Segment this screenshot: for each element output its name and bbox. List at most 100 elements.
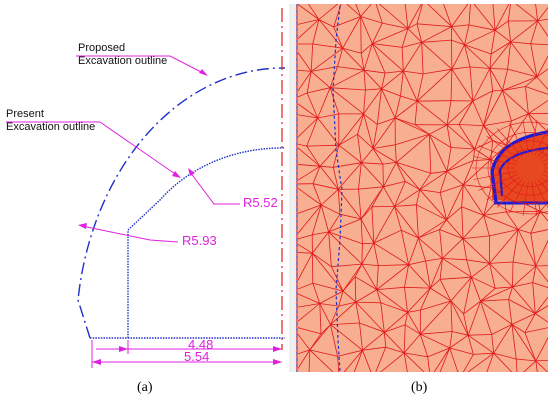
mesh-edge (421, 42, 453, 70)
mesh-edge (461, 206, 464, 239)
mesh-edge (508, 299, 513, 325)
mesh-edge (430, 170, 448, 174)
mesh-edge (483, 125, 507, 146)
mesh-edge (433, 347, 451, 372)
present-label-line2: Excavation outline (6, 121, 96, 133)
panel-b-caption: (b) (411, 380, 428, 395)
mesh-edge (359, 322, 385, 333)
mesh-edge (442, 258, 472, 278)
mesh-edge (363, 43, 373, 71)
mesh-edge (408, 237, 419, 265)
mesh-edge (318, 19, 344, 49)
mesh-edge (502, 90, 512, 122)
mesh-edge (363, 113, 378, 125)
mesh-edge (298, 204, 322, 214)
mesh-dense-edge (496, 179, 523, 208)
mesh-edge (429, 133, 452, 148)
mesh-edge (439, 184, 464, 193)
mesh-edge (469, 66, 490, 69)
mesh-edge (372, 43, 403, 48)
mesh-edge (421, 42, 424, 74)
mesh-edge (491, 324, 513, 335)
mesh-edge (363, 69, 386, 74)
mesh-edge (403, 352, 425, 372)
mesh-edge (451, 39, 465, 46)
mesh-edge (449, 334, 469, 349)
mesh-edge (353, 350, 363, 372)
mesh-edge (403, 324, 406, 353)
mesh-edge (378, 4, 409, 29)
mesh-edge (472, 100, 484, 126)
mesh-edge (429, 258, 443, 289)
mesh-edge (309, 324, 331, 351)
mesh-edge (420, 331, 453, 335)
mesh-edge (329, 69, 365, 89)
mesh-edge (329, 87, 364, 115)
mesh-edge (428, 134, 448, 172)
dimension-present-arrow-right (273, 346, 282, 352)
mesh-edge (512, 282, 533, 288)
mesh-dense-edge (531, 120, 538, 155)
mesh-edge (530, 43, 538, 77)
mesh-edge (312, 282, 344, 292)
mesh-edge (312, 283, 321, 304)
mesh-edge (298, 333, 311, 351)
mesh-edge (416, 68, 453, 102)
mesh-dense-ring (497, 140, 548, 196)
mesh-edge (394, 204, 417, 207)
mesh-edge (430, 287, 452, 302)
mesh-edge (489, 41, 511, 69)
mesh-edge (357, 134, 374, 149)
mesh-edge (446, 100, 452, 125)
mesh-edge (510, 20, 538, 43)
mesh-edge (512, 229, 519, 263)
mesh-edge (430, 279, 441, 289)
mesh-edge (385, 346, 405, 354)
mesh-edge (380, 302, 385, 333)
mesh-edge (361, 162, 383, 165)
mesh-edge (535, 359, 548, 362)
mesh-edge (309, 349, 334, 372)
mesh-edge (489, 229, 519, 264)
mesh-edge (414, 101, 418, 125)
mesh-edge (451, 44, 465, 70)
mesh-edge (312, 19, 320, 45)
mesh-edge (464, 24, 470, 45)
mesh-edge (394, 189, 421, 207)
mesh-edge (537, 6, 548, 22)
mesh-edge (408, 260, 426, 266)
mesh-edge (524, 313, 536, 333)
mesh-edge (381, 72, 386, 89)
mesh-edge (310, 71, 331, 89)
mesh-edge (451, 40, 453, 70)
mesh-edge (467, 334, 494, 354)
mesh-edge (372, 43, 404, 72)
mesh-edge (450, 69, 453, 101)
panel-b-mesh (289, 4, 548, 373)
mesh-edge (298, 103, 318, 119)
mesh-edge (306, 117, 319, 147)
mesh-edge (473, 148, 475, 161)
radius-present-label: R5.52 (243, 195, 278, 210)
mesh-edge (396, 162, 431, 174)
mesh-edge (404, 312, 408, 325)
mesh-edge (464, 44, 491, 69)
mesh-edge (466, 259, 472, 278)
mesh-edge (537, 20, 548, 37)
present-excavation-outline (127, 147, 286, 338)
mesh-edge (450, 147, 475, 150)
mesh-edge (473, 159, 491, 161)
mesh-edge (401, 47, 404, 72)
mesh-edge (354, 263, 363, 277)
mesh-edge (451, 66, 471, 70)
mesh-edge (376, 88, 382, 125)
mesh-edge (363, 89, 366, 114)
radius-present-leader (189, 171, 240, 205)
mesh-edge (400, 230, 409, 265)
mesh-edge (338, 144, 362, 164)
mesh-edge (358, 186, 384, 190)
mesh-edge (306, 144, 339, 147)
mesh-edge (372, 148, 384, 165)
proposed-label-line1: Proposed (78, 42, 126, 54)
mesh-edge (373, 242, 409, 266)
